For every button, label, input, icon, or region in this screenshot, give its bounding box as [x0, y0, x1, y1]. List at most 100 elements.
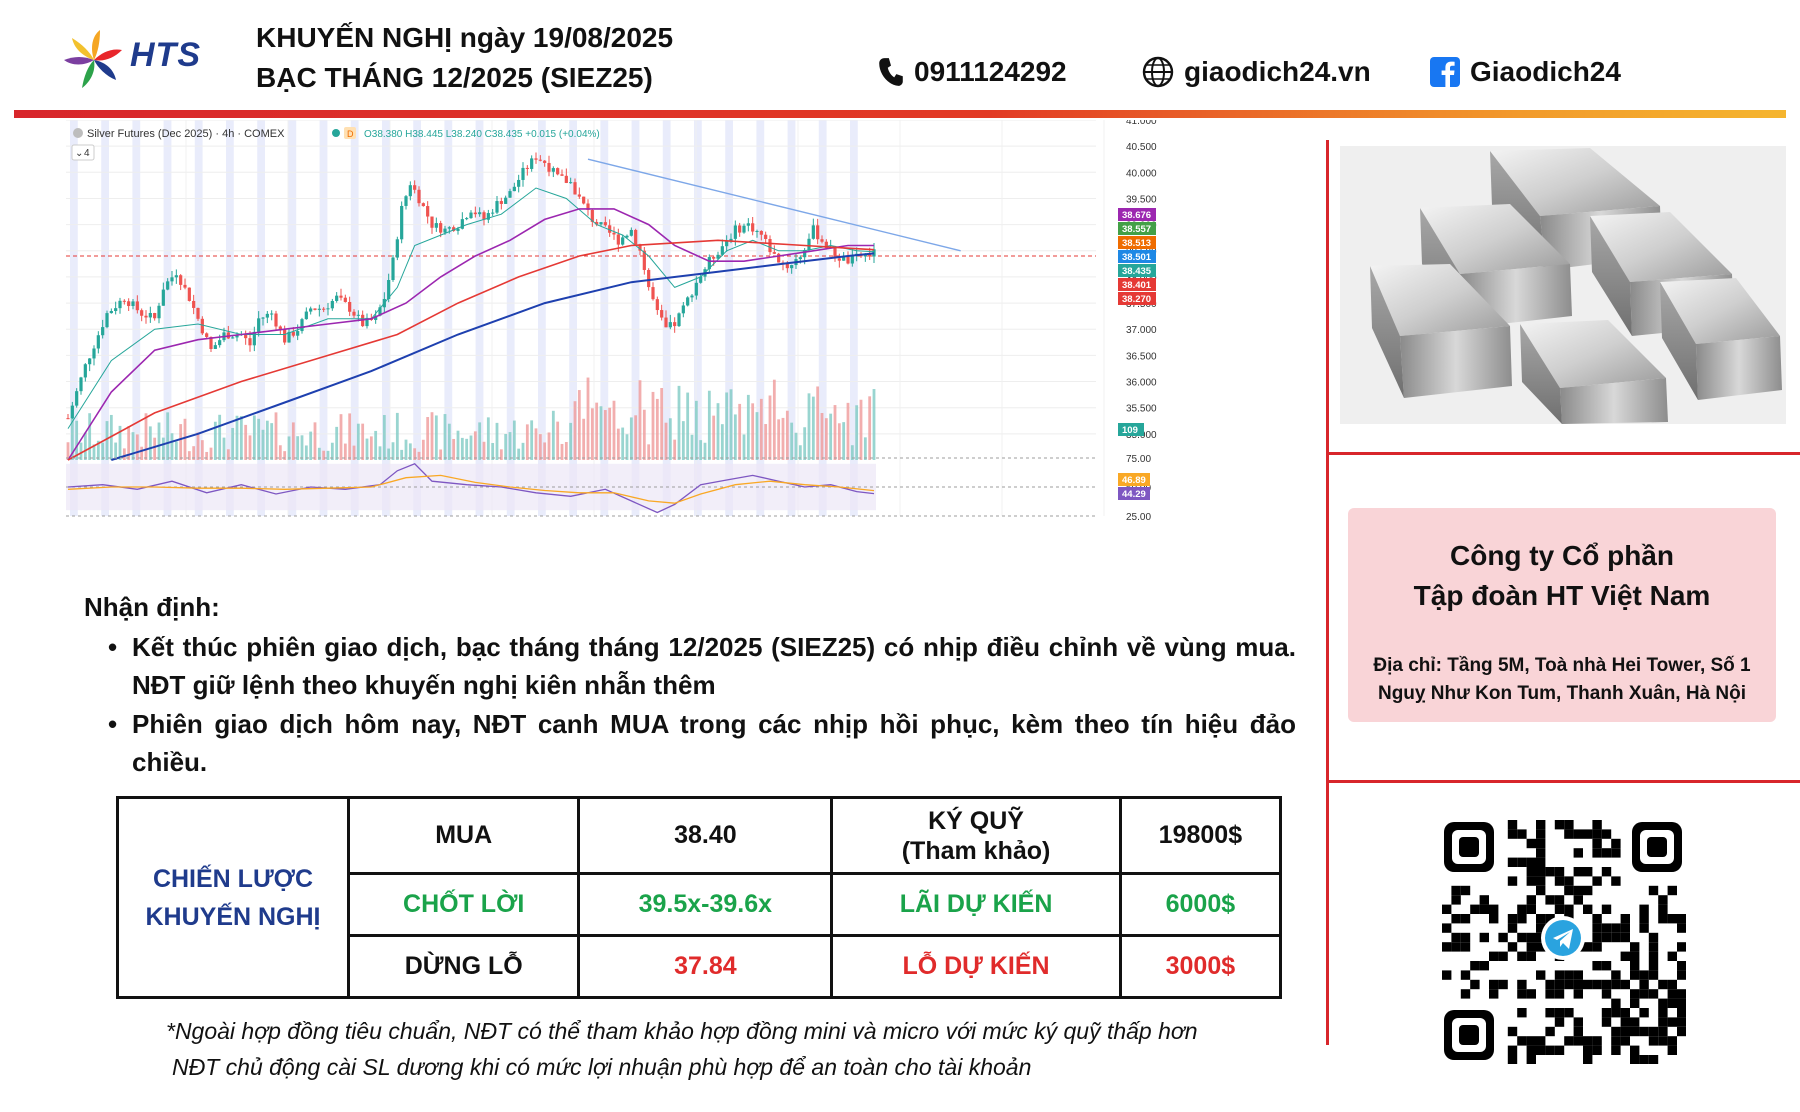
qr-module: [1517, 979, 1527, 990]
qr-module: [1583, 942, 1593, 952]
volume-bar: [205, 451, 209, 460]
qr-module: [1554, 979, 1565, 990]
qr-module: [1611, 1026, 1621, 1037]
volume-bar: [105, 421, 109, 460]
qr-module: [1648, 961, 1659, 971]
buy-price: 38.40: [577, 796, 834, 875]
qr-module: [1498, 979, 1508, 990]
volume-bar: [651, 391, 655, 460]
session-stripe: [350, 120, 359, 516]
session-stripe: [444, 120, 453, 516]
buy-label: MUA: [346, 796, 581, 875]
qr-module: [1592, 979, 1602, 990]
volume-bar: [88, 413, 92, 460]
volume-bar: [772, 379, 776, 460]
volume-bar: [300, 435, 304, 460]
volume-bar: [452, 438, 456, 460]
contact-facebook[interactable]: Giaodich24: [1430, 56, 1621, 88]
candle: [378, 307, 382, 316]
qr-module: [1573, 1017, 1583, 1027]
volume-bar: [534, 428, 538, 460]
hts-logo: [58, 20, 218, 100]
qr-module: [1639, 1055, 1649, 1065]
qr-module: [1526, 895, 1536, 905]
qr-module: [1592, 848, 1602, 858]
candle: [335, 295, 339, 301]
qr-module: [1460, 989, 1471, 999]
volume-bar: [322, 450, 326, 460]
qr-module: [1583, 1055, 1593, 1065]
price-badge-label: 38.435: [1122, 266, 1152, 277]
volume-bar: [560, 443, 564, 460]
volume-bar: [161, 437, 165, 460]
report-title: KHUYẾN NGHỊ ngày 19/08/2025: [256, 22, 674, 53]
facebook-name: Giaodich24: [1470, 56, 1621, 87]
candle: [508, 191, 512, 198]
candle: [868, 254, 872, 257]
candle: [807, 238, 811, 250]
volume-bars: [66, 377, 876, 460]
margin-label: KÝ QUỸ (Tham khảo): [830, 796, 1122, 875]
candle: [486, 213, 490, 220]
volume-bar: [530, 420, 534, 460]
qr-module: [1507, 829, 1518, 839]
candles: [66, 152, 876, 420]
volume-bar: [469, 435, 473, 460]
candle: [729, 238, 733, 242]
take-profit-label: CHỐT LỜI: [346, 872, 581, 937]
candle: [300, 319, 304, 332]
candle: [811, 225, 815, 239]
volume-bar: [872, 389, 876, 460]
qr-module: [1460, 932, 1471, 943]
volume-bar: [114, 442, 118, 460]
candle: [417, 189, 421, 204]
volume-bar: [218, 414, 222, 460]
candle: [504, 197, 508, 204]
volume-bar: [491, 443, 495, 460]
qr-module: [1658, 1008, 1668, 1018]
qr-module: [1601, 989, 1612, 999]
qr-module: [1667, 989, 1677, 999]
candle: [590, 209, 594, 222]
qr-module: [1639, 970, 1649, 980]
phone-icon: [879, 58, 903, 86]
qr-module: [1545, 989, 1555, 999]
candle: [547, 162, 551, 172]
qr-module: [1611, 970, 1621, 980]
candle: [127, 301, 131, 307]
volume-bar: [768, 395, 772, 460]
volume-bar: [504, 433, 508, 460]
qr-module: [1526, 932, 1536, 943]
footnote: *Ngoài hợp đồng tiêu chuẩn, NĐT có thể t…: [166, 1018, 1198, 1044]
volume-bar: [837, 423, 841, 460]
qr-module: [1498, 932, 1508, 943]
collapse-toggle[interactable]: [71, 144, 95, 161]
qr-module: [1583, 885, 1593, 896]
qr-module: [1592, 932, 1602, 943]
volume-bar: [66, 442, 70, 460]
price-tick-label: 39.500: [1126, 194, 1157, 205]
candle: [764, 234, 768, 240]
candle: [538, 159, 542, 161]
candle: [170, 277, 174, 282]
qr-module: [1554, 1017, 1565, 1027]
volume-bar: [725, 392, 729, 460]
telegram-qr-code[interactable]: [1440, 818, 1687, 1065]
qr-module: [1630, 942, 1640, 952]
contact-website[interactable]: giaodich24.vn: [1142, 56, 1371, 88]
qr-module: [1677, 998, 1687, 1008]
contact-phone[interactable]: 0911124292: [878, 56, 1067, 88]
chart-background: [66, 120, 1310, 592]
price-tick-label: 40.500: [1126, 142, 1157, 153]
strategy-table: CHIẾN LƯỢC KHUYẾN NGHỊ MUA 38.40 KÝ QUỸ …: [116, 796, 1283, 999]
price-badge-label: 38.501: [1122, 252, 1152, 263]
qr-module: [1517, 857, 1527, 867]
qr-module: [1648, 1026, 1659, 1037]
price-badge-label: 38.557: [1122, 224, 1151, 235]
qr-module: [1630, 951, 1640, 961]
candle: [270, 313, 274, 315]
volume-bar: [421, 439, 425, 460]
volume-bar: [634, 415, 638, 460]
candle: [690, 295, 694, 298]
volume-bar: [131, 432, 135, 460]
